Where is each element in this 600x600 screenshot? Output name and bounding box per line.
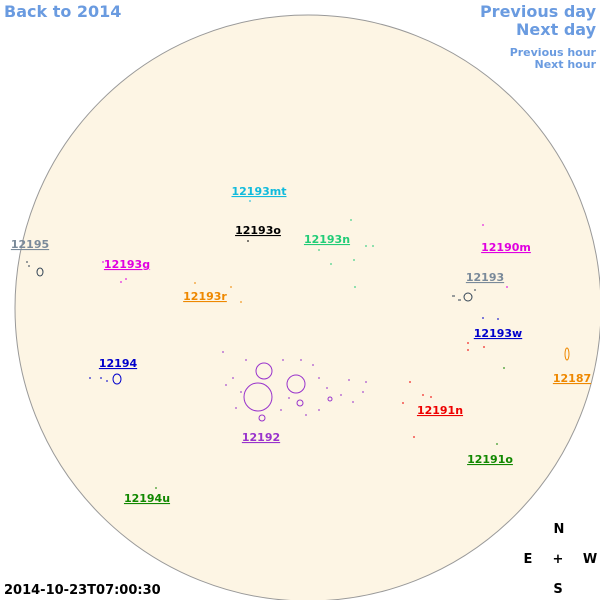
compass-east: E xyxy=(524,552,533,567)
region-label[interactable]: 12193w xyxy=(474,327,522,340)
region-label[interactable]: 12192 xyxy=(242,431,280,444)
next-hour-link[interactable]: Next hour xyxy=(535,58,597,71)
solar-disk xyxy=(14,14,600,600)
region-label[interactable]: 12193g xyxy=(104,258,150,271)
next-day-link[interactable]: Next day xyxy=(516,20,597,39)
region-label[interactable]: 12193 xyxy=(466,271,504,284)
region-label[interactable]: 12187 xyxy=(553,372,591,385)
region-label[interactable]: 12194u xyxy=(124,492,170,505)
region-label[interactable]: 12193r xyxy=(183,290,227,303)
region-label[interactable]: 12191n xyxy=(417,404,463,417)
previous-hour-link[interactable]: Previous hour xyxy=(510,46,597,59)
compass-west: W xyxy=(583,552,597,567)
compass-south: S xyxy=(553,582,562,597)
timestamp: 2014-10-23T07:00:30 xyxy=(4,583,161,598)
compass-center: + xyxy=(553,552,564,567)
region-label[interactable]: 12190m xyxy=(481,241,531,254)
sunspots xyxy=(26,200,570,489)
region-label[interactable]: 12191o xyxy=(467,453,513,466)
region-label[interactable]: 12193o xyxy=(235,224,281,237)
previous-day-link[interactable]: Previous day xyxy=(480,2,597,21)
region-label[interactable]: 12194 xyxy=(99,357,138,370)
region-label[interactable]: 12193mt xyxy=(232,185,287,198)
region-label[interactable]: 12193n xyxy=(304,233,350,246)
region-labels: 12195 12193g 12193r 12193mt 12193o 12193n 1219… xyxy=(11,185,591,505)
region-label[interactable]: 12195 xyxy=(11,238,49,251)
compass-north: N xyxy=(554,522,565,537)
back-link[interactable]: Back to 2014 xyxy=(4,2,121,21)
